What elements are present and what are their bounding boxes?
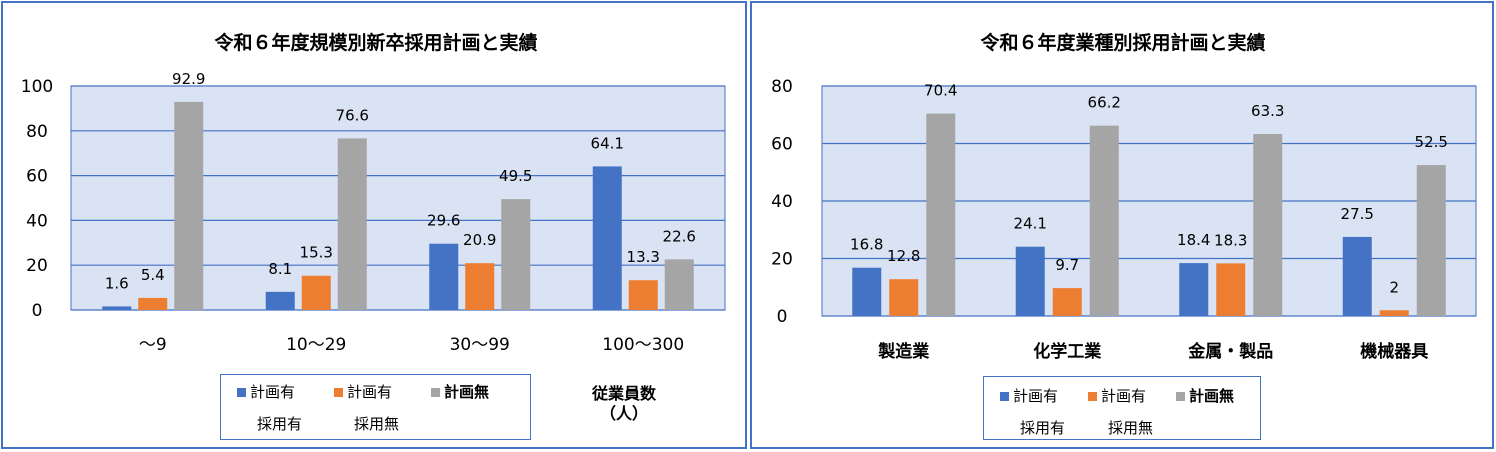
bar (628, 280, 658, 310)
data-label: 70.4 (924, 82, 957, 100)
legend-sublabel: 採用無 (354, 415, 400, 433)
y-tick-label: 20 (771, 250, 793, 270)
y-tick-label: 40 (771, 192, 793, 212)
data-label: 24.1 (1014, 215, 1047, 233)
legend-label: 計画有 (250, 383, 296, 401)
legend-swatch-blue (1000, 392, 1009, 401)
legend-item-plan-hired: 計画有 (237, 383, 295, 401)
legend-size: 計画有 計画有 計画無 採用有 採用無 (220, 374, 531, 440)
legend-label: 計画無 (444, 383, 490, 401)
data-label: 9.7 (1055, 256, 1079, 274)
bar (174, 101, 204, 311)
bar (1253, 134, 1283, 316)
bar (664, 259, 694, 310)
y-tick-label: 40 (26, 211, 48, 231)
data-label: 16.8 (850, 236, 883, 254)
bar (102, 306, 132, 310)
bar (1052, 288, 1082, 316)
data-label: 18.4 (1177, 231, 1210, 249)
legend-sublabel: 採用無 (1108, 419, 1154, 437)
data-label: 27.5 (1341, 205, 1374, 223)
legend-item-noplan: 計画無 (431, 383, 489, 401)
bar (926, 113, 956, 316)
bar (592, 166, 622, 310)
data-label: 8.1 (268, 260, 292, 278)
legend-sublabel: 採用有 (257, 415, 303, 433)
legend-swatch-gray (1176, 392, 1185, 401)
bar (1089, 125, 1119, 316)
bar (1416, 165, 1446, 316)
x-tick-label: 化学工業 (1033, 341, 1101, 362)
data-label: 2 (1389, 278, 1399, 296)
legend-item-noplan: 計画無 (1176, 387, 1234, 405)
legend-swatch-gray (431, 388, 440, 397)
bar (889, 279, 919, 316)
bar (337, 138, 367, 310)
data-label: 12.8 (887, 247, 920, 265)
chart-panel-industry: 令和６年度業種別採用計画と実績 0 20 40 60 80 16.8 12.8 70.4 製造業 2… (750, 1, 1494, 449)
x-tick-label: ～9 (139, 335, 167, 355)
data-label: 49.5 (499, 167, 532, 185)
x-tick-label: 10～29 (286, 335, 346, 355)
bar (1179, 263, 1209, 316)
legend-swatch-orange (1088, 392, 1097, 401)
data-label: 18.3 (1214, 231, 1247, 249)
data-label: 92.9 (172, 70, 205, 88)
y-tick-label: 0 (32, 301, 43, 321)
data-label: 13.3 (627, 248, 660, 266)
bar (501, 199, 531, 310)
y-tick-label: 0 (777, 307, 788, 327)
bar (429, 243, 459, 310)
legend-swatch-blue (237, 388, 246, 397)
data-label: 76.6 (336, 106, 369, 124)
data-label: 22.6 (663, 227, 696, 245)
legend-item-plan-nothired: 計画有 (1088, 387, 1146, 405)
bar (265, 291, 295, 310)
data-label: 66.2 (1088, 94, 1121, 112)
bar (465, 263, 495, 310)
chart-title: 令和６年度規模別新卒採用計画と実績 (214, 31, 537, 54)
y-tick-label: 60 (771, 135, 793, 155)
x-tick-label: 製造業 (877, 341, 929, 362)
y-tick-label: 100 (21, 77, 53, 97)
legend-label: 計画有 (1101, 387, 1147, 405)
data-label: 1.6 (105, 274, 129, 292)
data-label: 64.1 (591, 134, 624, 152)
data-label: 15.3 (300, 244, 333, 262)
legend-swatch-orange (334, 388, 343, 397)
chart-title: 令和６年度業種別採用計画と実績 (980, 31, 1265, 54)
x-tick-label: 機械器具 (1360, 341, 1428, 362)
y-tick-label: 80 (26, 122, 48, 142)
bar (138, 297, 168, 310)
bar (1216, 263, 1246, 316)
y-tick-label: 80 (771, 77, 793, 97)
x-tick-label: 金属・製品 (1187, 341, 1273, 362)
x-tick-label: 30～99 (450, 335, 510, 355)
data-label: 52.5 (1415, 133, 1448, 151)
legend-industry: 計画有 計画有 計画無 採用有 採用無 (983, 376, 1261, 440)
legend-label: 計画無 (1189, 387, 1235, 405)
chart-industry: 令和６年度業種別採用計画と実績 0 20 40 60 80 16.812.8 70.4 製造業 2… (771, 31, 1477, 362)
y-tick-label: 60 (26, 167, 48, 187)
bar (301, 275, 331, 310)
bar (1379, 310, 1409, 316)
legend-item-plan-hired: 計画有 (1000, 387, 1058, 405)
x-axis-unit-label: 従業員数 （人） (591, 384, 656, 423)
bar (1342, 236, 1372, 316)
bar (1015, 246, 1045, 316)
chart-size: 令和６年度規模別新卒採用計画と実績 0 20 40 60 80 100 1.6 5.4 92.9 ～… (21, 31, 726, 355)
y-tick-label: 20 (26, 256, 48, 276)
legend-sublabel: 採用有 (1020, 419, 1066, 437)
bar (852, 267, 882, 316)
legend-label: 計画有 (1013, 387, 1059, 405)
x-tick-label: 100～300 (602, 335, 684, 355)
data-label: 20.9 (463, 231, 496, 249)
data-label: 63.3 (1251, 102, 1284, 120)
legend-label: 計画有 (347, 383, 393, 401)
data-label: 29.6 (427, 212, 460, 230)
chart-panel-size: 令和６年度規模別新卒採用計画と実績 0 20 40 60 80 100 1.6 5.4 92.9 ～… (1, 1, 747, 449)
plot-area (70, 85, 726, 311)
data-label: 5.4 (141, 266, 165, 284)
legend-item-plan-nothired: 計画有 (334, 383, 392, 401)
